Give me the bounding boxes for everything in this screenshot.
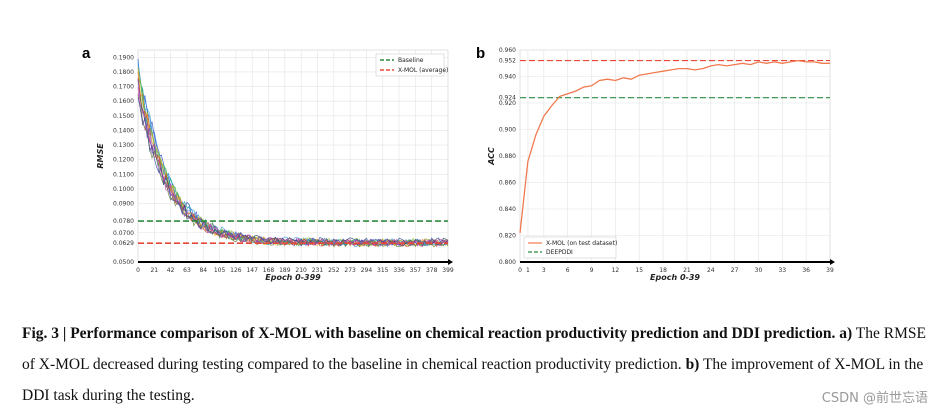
y-tick-label: 0.960 xyxy=(499,47,516,54)
y-tick-label: 0.1000 xyxy=(113,186,134,193)
rmse-x-ticks: 0 21 42 63 84 105 126 147 168 189 210 231 252 273 294 3… xyxy=(136,267,454,274)
panel-letter-b: b xyxy=(476,45,485,62)
acc-series-group xyxy=(519,59,830,233)
x-tick-label: 0 xyxy=(518,267,522,274)
x-tick-label: 168 xyxy=(263,267,275,274)
acc-y-ticks: 0.800 0.820 0.840 0.860 0.880 0.900 0.9200.924… xyxy=(499,47,516,266)
x-tick-label: 357 xyxy=(410,267,422,274)
x-tick-label: 18 xyxy=(659,267,667,274)
rmse-series-line xyxy=(137,97,449,246)
y-tick-label: 0.920 xyxy=(499,100,516,107)
rmse-y-ticks: 0.0500 0.0629 0.0700 0.0780 0.0900 0.1000 0.11… xyxy=(113,54,134,266)
y-tick-label: 0.1300 xyxy=(113,142,134,149)
x-tick-label: 1 xyxy=(526,267,530,274)
acc-x-axis-arrow xyxy=(830,259,835,265)
figure-canvas: a 0.05000.06290.07000.07800.09000.10000.… xyxy=(82,45,835,282)
y-tick-label: 0.800 xyxy=(499,259,516,266)
x-tick-label: 36 xyxy=(802,267,810,274)
x-tick-label: 189 xyxy=(279,267,291,274)
y-tick-label: 0.1200 xyxy=(113,157,134,164)
rmse-legend: Baseline X-MOL (average) xyxy=(375,53,448,77)
caption-text-a: The RMSE of X-MOL decreased during testi… xyxy=(22,325,926,373)
rmse-x-axis-arrow xyxy=(448,259,453,265)
x-tick-label: 231 xyxy=(312,267,324,274)
x-tick-label: 0 xyxy=(136,267,140,274)
watermark: CSDN @前世忘语 xyxy=(821,391,928,406)
legend-baseline-label: Baseline xyxy=(398,57,424,64)
x-tick-label: 42 xyxy=(167,267,175,274)
y-tick-label: 0.924 xyxy=(499,95,516,102)
caption-text-b: The improvement of X-MOL in the DDI task… xyxy=(22,356,924,404)
y-tick-label: 0.1400 xyxy=(113,127,134,134)
x-tick-label: 315 xyxy=(377,267,389,274)
x-tick-label: 399 xyxy=(442,267,454,274)
x-tick-label: 378 xyxy=(426,267,438,274)
legend-xmol-label: X-MOL (on test dataset) xyxy=(546,240,617,247)
legend-deepddi-label: DEEPDDI xyxy=(546,249,573,256)
y-tick-label: 0.1700 xyxy=(113,84,134,91)
x-tick-label: 39 xyxy=(826,267,834,274)
figure-caption: Fig. 3 | Performance comparison of X-MOL… xyxy=(22,318,932,411)
y-tick-label: 0.1600 xyxy=(113,98,134,105)
x-tick-label: 15 xyxy=(635,267,643,274)
acc-legend-box xyxy=(523,236,617,259)
y-tick-label: 0.952 xyxy=(499,58,516,65)
y-tick-label: 0.1800 xyxy=(113,69,134,76)
panel-letter-a: a xyxy=(82,45,91,62)
x-tick-label: 30 xyxy=(755,267,763,274)
x-tick-label: 147 xyxy=(246,267,258,274)
y-tick-label: 0.900 xyxy=(499,127,516,134)
y-tick-label: 0.0780 xyxy=(113,218,134,225)
x-tick-label: 12 xyxy=(612,267,620,274)
x-tick-label: 252 xyxy=(328,267,340,274)
y-tick-label: 0.880 xyxy=(499,153,516,160)
acc-chart: 0.800 0.820 0.840 0.860 0.880 0.900 0.9200.924… xyxy=(487,47,835,282)
x-tick-label: 21 xyxy=(683,267,691,274)
acc-grid xyxy=(519,49,831,263)
caption-bold: Fig. 3 | Performance comparison of X-MOL… xyxy=(22,325,853,342)
y-tick-label: 0.860 xyxy=(499,180,516,187)
x-tick-label: 24 xyxy=(707,267,715,274)
x-tick-label: 273 xyxy=(344,267,356,274)
acc-x-label: Epoch 0-39 xyxy=(650,273,700,282)
rmse-reference-lines xyxy=(138,220,448,244)
x-tick-label: 126 xyxy=(230,267,242,274)
x-tick-label: 336 xyxy=(393,267,405,274)
x-tick-label: 21 xyxy=(150,267,158,274)
caption-bold-b: b) xyxy=(685,356,700,373)
x-tick-label: 210 xyxy=(295,267,307,274)
rmse-y-label: RMSE xyxy=(96,143,105,169)
acc-series-line xyxy=(519,59,830,233)
x-tick-label: 63 xyxy=(183,267,191,274)
legend-average-label: X-MOL (average) xyxy=(398,67,448,74)
rmse-series-line xyxy=(137,87,449,246)
y-tick-label: 0.940 xyxy=(499,74,516,81)
y-tick-label: 0.0500 xyxy=(113,259,134,266)
rmse-plot-area xyxy=(137,49,449,263)
rmse-x-label: Epoch 0-399 xyxy=(265,273,321,282)
acc-legend: X-MOL (on test dataset) DEEPDDI xyxy=(523,236,617,259)
x-tick-label: 105 xyxy=(214,267,226,274)
x-tick-label: 84 xyxy=(199,267,207,274)
acc-x-ticks: 0 1 3 6 9 12 15 18 21 24 27 30 33 36 39 xyxy=(518,267,834,274)
rmse-chart: 0.0500 0.0629 0.0700 0.0780 0.0900 0.1000 0.11… xyxy=(96,49,454,282)
x-tick-label: 3 xyxy=(542,267,546,274)
y-tick-label: 0.0629 xyxy=(113,240,134,247)
x-tick-label: 27 xyxy=(731,267,739,274)
y-tick-label: 0.820 xyxy=(499,233,516,240)
y-tick-label: 0.1900 xyxy=(113,54,134,61)
x-tick-label: 33 xyxy=(778,267,786,274)
acc-y-label: ACC xyxy=(487,147,496,166)
y-tick-label: 0.0900 xyxy=(113,201,134,208)
x-tick-label: 6 xyxy=(566,267,570,274)
x-tick-label: 294 xyxy=(361,267,373,274)
x-tick-label: 9 xyxy=(590,267,594,274)
y-tick-label: 0.1100 xyxy=(113,171,134,178)
y-tick-label: 0.840 xyxy=(499,206,516,213)
y-tick-label: 0.0700 xyxy=(113,230,134,237)
acc-reference-lines xyxy=(520,60,830,99)
y-tick-label: 0.1500 xyxy=(113,113,134,120)
